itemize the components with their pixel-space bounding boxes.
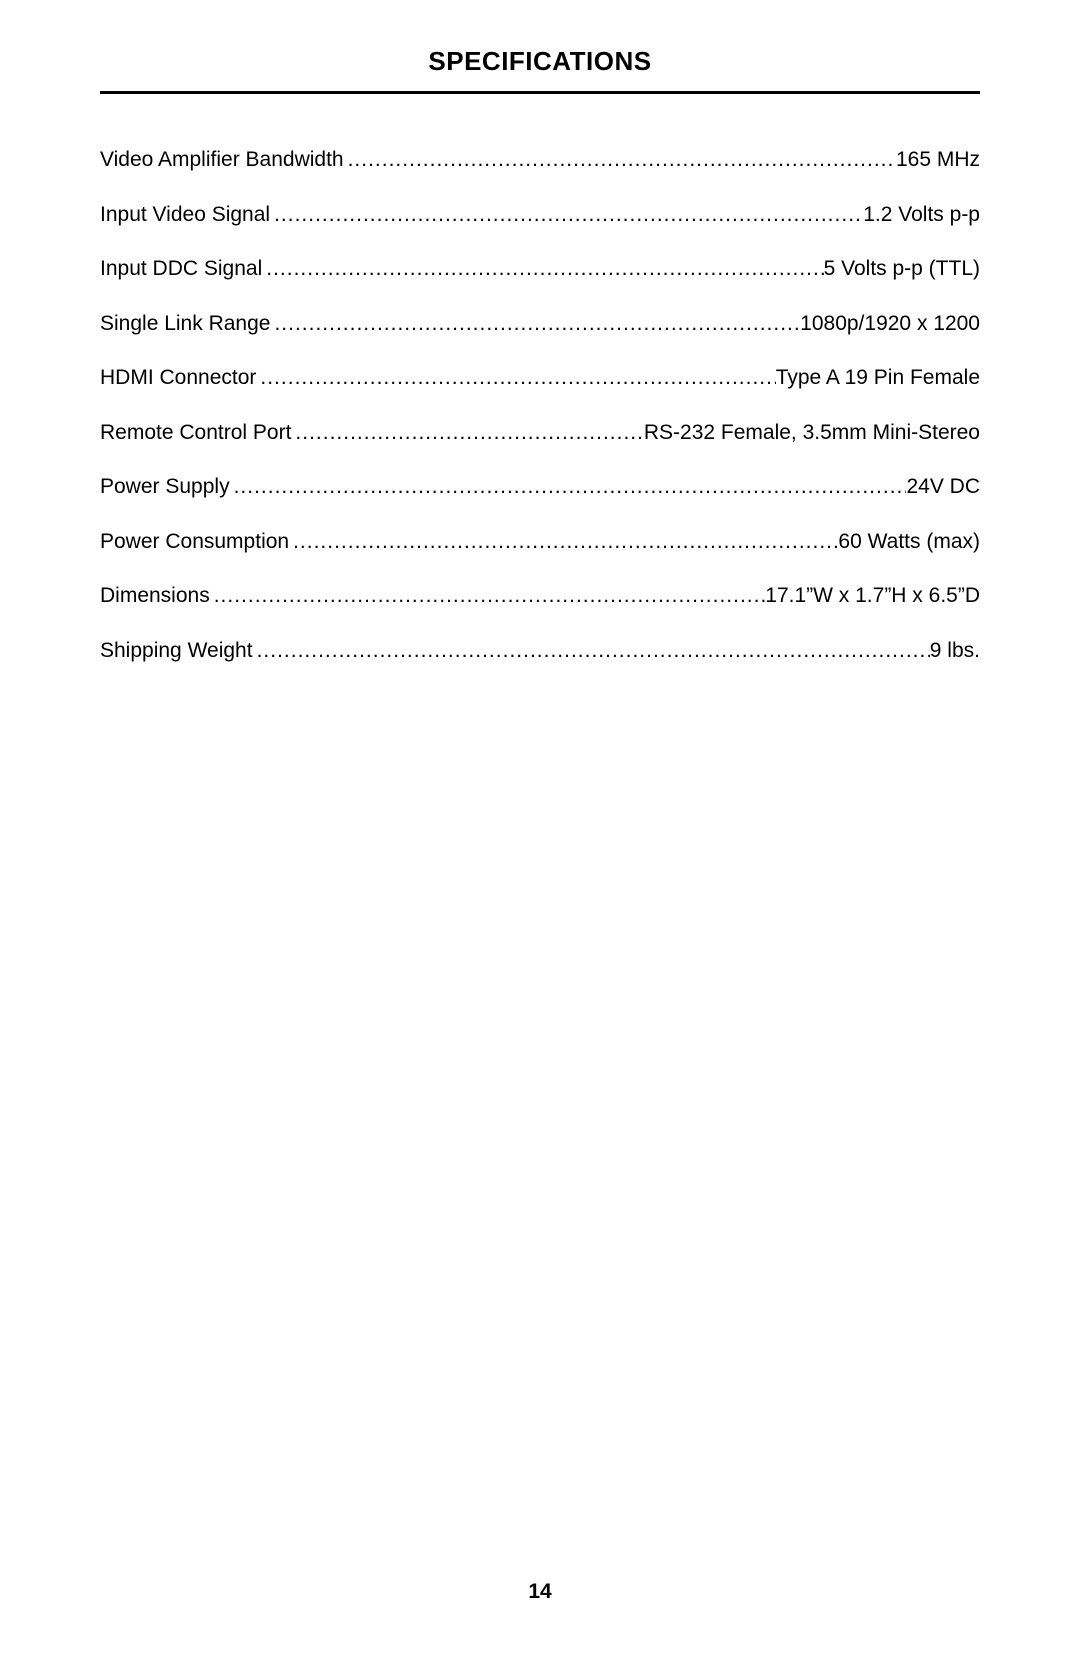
spec-row: Input Video Signal 1.2 Volts p-p (100, 199, 980, 231)
spec-dots (270, 308, 800, 340)
spec-value: 165 MHz (896, 144, 980, 176)
spec-dots (230, 471, 907, 503)
spec-row: Remote Control Port RS-232 Female, 3.5mm… (100, 417, 980, 449)
spec-row: Video Amplifier Bandwidth 165 MHz (100, 144, 980, 176)
spec-label: Remote Control Port (100, 417, 291, 449)
spec-label: Input Video Signal (100, 199, 270, 231)
spec-dots (210, 580, 766, 612)
spec-row: Single Link Range 1080p/1920 x 1200 (100, 308, 980, 340)
spec-label: Shipping Weight (100, 635, 253, 667)
spec-dots (270, 199, 863, 231)
spec-row: Shipping Weight 9 lbs. (100, 635, 980, 667)
spec-row: Dimensions 17.1”W x 1.7”H x 6.5”D (100, 580, 980, 612)
spec-value: 1080p/1920 x 1200 (800, 308, 980, 340)
page-title: SPECIFICATIONS (100, 46, 980, 91)
spec-value: RS-232 Female, 3.5mm Mini-Stereo (644, 417, 980, 449)
spec-label: Single Link Range (100, 308, 270, 340)
spec-label: Power Consumption (100, 526, 289, 558)
spec-value: 9 lbs. (930, 635, 980, 667)
page-container: SPECIFICATIONS Video Amplifier Bandwidth… (0, 0, 1080, 666)
spec-row: Power Consumption 60 Watts (max) (100, 526, 980, 558)
spec-row: Input DDC Signal 5 Volts p-p (TTL) (100, 253, 980, 285)
spec-list: Video Amplifier Bandwidth 165 MHz Input … (100, 94, 980, 666)
spec-value: 1.2 Volts p-p (863, 199, 980, 231)
spec-value: Type A 19 Pin Female (776, 362, 980, 394)
spec-value: 5 Volts p-p (TTL) (824, 253, 980, 285)
spec-label: Input DDC Signal (100, 253, 262, 285)
spec-value: 17.1”W x 1.7”H x 6.5”D (765, 580, 980, 612)
spec-label: Power Supply (100, 471, 230, 503)
spec-dots (291, 417, 643, 449)
spec-dots (262, 253, 823, 285)
spec-row: Power Supply 24V DC (100, 471, 980, 503)
spec-dots (253, 635, 930, 667)
spec-dots (344, 144, 896, 176)
page-number: 14 (0, 1580, 1080, 1604)
spec-row: HDMI Connector Type A 19 Pin Female (100, 362, 980, 394)
spec-value: 24V DC (906, 471, 980, 503)
spec-value: 60 Watts (max) (838, 526, 980, 558)
spec-label: Dimensions (100, 580, 210, 612)
spec-label: HDMI Connector (100, 362, 256, 394)
spec-label: Video Amplifier Bandwidth (100, 144, 344, 176)
spec-dots (289, 526, 838, 558)
spec-dots (256, 362, 775, 394)
